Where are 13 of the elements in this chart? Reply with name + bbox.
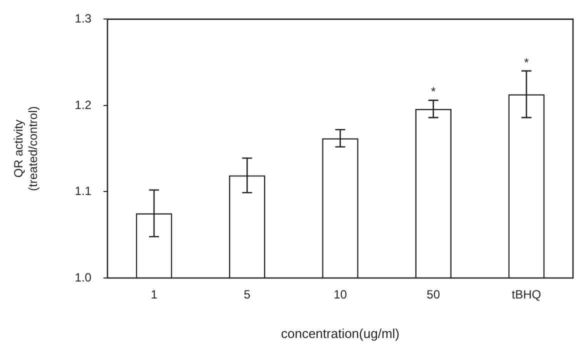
y-tick-label: 1.3 (74, 12, 92, 26)
y-tick-label: 1.2 (74, 98, 92, 112)
data-label: * (524, 55, 530, 70)
x-axis-title: concentration(ug/ml) (280, 326, 400, 341)
x-tick-label: 50 (426, 288, 440, 302)
data-label: * (431, 84, 436, 99)
x-tick-label: 5 (244, 288, 251, 302)
y-axis-title: QR activity (treated/control) (12, 106, 40, 191)
x-tick-label: 10 (334, 288, 348, 302)
y-tick-label: 1.1 (74, 184, 92, 198)
x-tick-label: tBHQ (512, 288, 542, 302)
x-tick-label: 1 (150, 288, 158, 302)
y-tick-label: 1.0 (74, 270, 92, 284)
